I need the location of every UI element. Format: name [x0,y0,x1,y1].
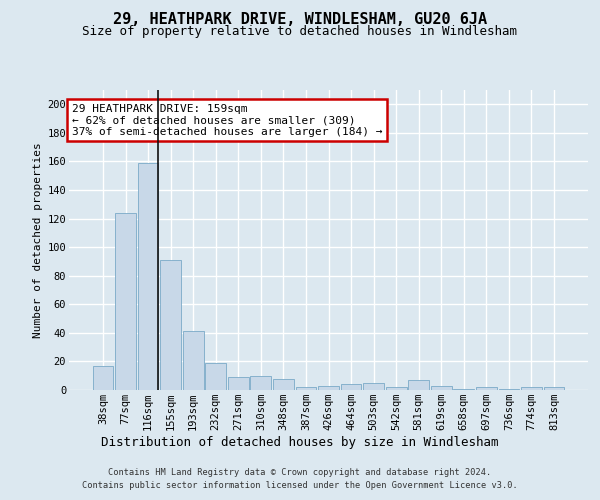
Text: Size of property relative to detached houses in Windlesham: Size of property relative to detached ho… [83,25,517,38]
Bar [183,332,203,390]
Bar [228,377,248,390]
Bar [431,386,452,390]
Bar [409,380,429,390]
Bar [296,387,316,390]
Bar [386,387,407,390]
Bar [160,260,181,390]
Bar [499,388,520,390]
Bar [137,163,158,390]
Text: Contains HM Land Registry data © Crown copyright and database right 2024.: Contains HM Land Registry data © Crown c… [109,468,491,477]
Bar [476,387,497,390]
Text: 29, HEATHPARK DRIVE, WINDLESHAM, GU20 6JA: 29, HEATHPARK DRIVE, WINDLESHAM, GU20 6J… [113,12,487,28]
Bar [250,376,271,390]
Text: 29 HEATHPARK DRIVE: 159sqm
← 62% of detached houses are smaller (309)
37% of sem: 29 HEATHPARK DRIVE: 159sqm ← 62% of deta… [71,104,382,136]
Bar [115,213,136,390]
Y-axis label: Number of detached properties: Number of detached properties [34,142,43,338]
Bar [363,383,384,390]
Bar [318,386,339,390]
Bar [273,378,294,390]
Bar [454,388,474,390]
Bar [521,387,542,390]
Bar [205,363,226,390]
Text: Distribution of detached houses by size in Windlesham: Distribution of detached houses by size … [101,436,499,449]
Bar [92,366,113,390]
Bar [544,387,565,390]
Bar [341,384,361,390]
Text: Contains public sector information licensed under the Open Government Licence v3: Contains public sector information licen… [82,480,518,490]
